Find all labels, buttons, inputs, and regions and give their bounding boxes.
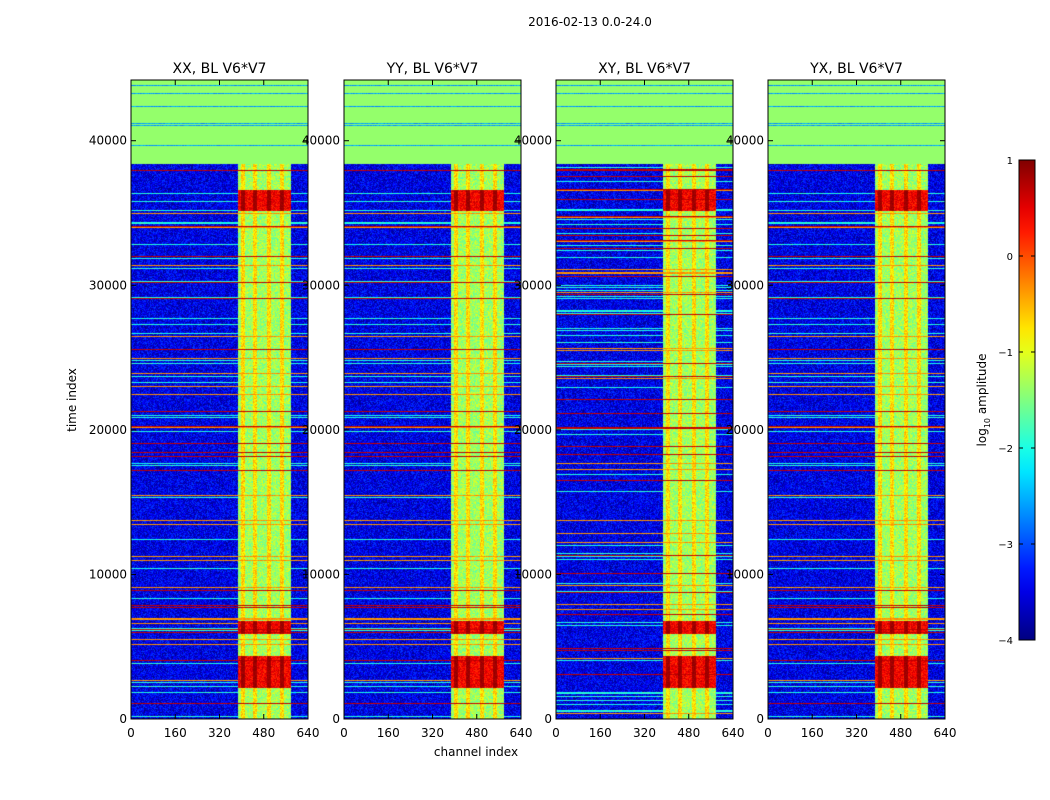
y-tick-label: 10000 <box>302 567 340 581</box>
heatmap-image <box>556 80 733 719</box>
panel-title: YX, BL V6*V7 <box>809 61 903 77</box>
y-tick-label: 30000 <box>89 278 127 292</box>
x-tick-label: 320 <box>845 726 868 740</box>
y-tick-label: 40000 <box>302 134 340 148</box>
colorbar-tick-label: 0 <box>1007 252 1013 263</box>
x-tick-label: 0 <box>552 726 560 740</box>
x-tick-label: 320 <box>633 726 656 740</box>
x-tick-label: 480 <box>677 726 700 740</box>
colorbar-tick-label: −2 <box>998 444 1013 455</box>
y-tick-label: 0 <box>119 712 127 726</box>
y-tick-label: 10000 <box>726 567 764 581</box>
panel-title: XX, BL V6*V7 <box>173 61 267 77</box>
y-tick-label: 20000 <box>726 423 764 437</box>
panel-4: YX, BL V6*V7 0 160 320 480 640 0 10000 20000 3000… <box>726 61 957 740</box>
colorbar-tick-label: −4 <box>998 636 1013 647</box>
colorbar-tick-label: −1 <box>998 348 1013 359</box>
y-tick-label: 40000 <box>89 134 127 148</box>
heatmap-image <box>768 80 945 719</box>
y-tick-label: 20000 <box>302 423 340 437</box>
y-tick-label: 0 <box>332 712 340 726</box>
colorbar-label-main: log <box>975 428 989 446</box>
y-tick-label: 30000 <box>302 278 340 292</box>
y-tick-label: 40000 <box>514 134 552 148</box>
panel-2: YY, BL V6*V7 0 160 320 480 640 0 10000 20000 3000… <box>302 61 533 740</box>
y-tick-label: 10000 <box>89 567 127 581</box>
x-tick-label: 480 <box>889 726 912 740</box>
x-tick-label: 320 <box>421 726 444 740</box>
y-tick-label: 30000 <box>514 278 552 292</box>
x-tick-label: 640 <box>934 726 957 740</box>
colorbar-tick-label: 1 <box>1007 156 1013 167</box>
x-tick-label: 640 <box>297 726 320 740</box>
colorbar-label-suffix: amplitude <box>975 354 989 418</box>
y-tick-label: 20000 <box>89 423 127 437</box>
colorbar-label: log10 amplitude <box>975 354 992 447</box>
x-tick-label: 480 <box>252 726 275 740</box>
colorbar-tick-label: −3 <box>998 540 1013 551</box>
x-tick-label: 160 <box>589 726 612 740</box>
x-tick-label: 640 <box>722 726 745 740</box>
x-tick-label: 160 <box>377 726 400 740</box>
y-tick-label: 10000 <box>514 567 552 581</box>
y-tick-label: 0 <box>756 712 764 726</box>
x-tick-label: 480 <box>465 726 488 740</box>
x-tick-label: 0 <box>340 726 348 740</box>
x-tick-label: 160 <box>801 726 824 740</box>
x-tick-label: 320 <box>208 726 231 740</box>
y-axis-label: time index <box>65 368 79 432</box>
figure-title: 2016-02-13 0.0-24.0 <box>528 15 652 29</box>
panels: XX, BL V6*V7 0 160 320 480 640 0 10000 20000 3000… <box>89 61 957 740</box>
y-tick-label: 20000 <box>514 423 552 437</box>
y-tick-label: 30000 <box>726 278 764 292</box>
panel-title: YY, BL V6*V7 <box>386 61 479 77</box>
colorbar-label-sub: 10 <box>983 418 992 428</box>
panel-1: XX, BL V6*V7 0 160 320 480 640 0 10000 20000 3000… <box>89 61 320 740</box>
heatmap-image <box>344 80 521 719</box>
x-tick-label: 0 <box>764 726 772 740</box>
panel-3: XY, BL V6*V7 0 160 320 480 640 0 10000 20000 3000… <box>514 61 745 740</box>
colorbar-gradient <box>1018 159 1036 641</box>
panel-title: XY, BL V6*V7 <box>598 61 691 77</box>
x-axis-label: channel index <box>434 745 518 759</box>
y-tick-label: 40000 <box>726 134 764 148</box>
x-tick-label: 640 <box>510 726 533 740</box>
x-tick-label: 160 <box>164 726 187 740</box>
x-tick-label: 0 <box>127 726 135 740</box>
y-tick-label: 0 <box>544 712 552 726</box>
heatmap-image <box>131 80 308 719</box>
